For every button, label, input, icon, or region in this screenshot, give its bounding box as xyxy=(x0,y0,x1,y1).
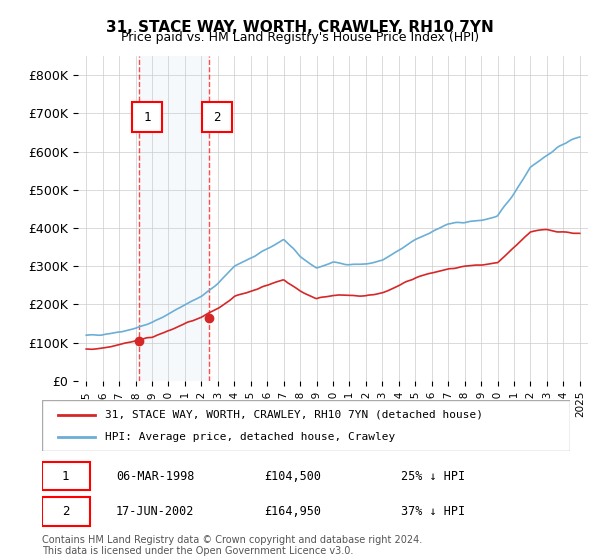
Text: £104,500: £104,500 xyxy=(264,469,321,483)
Text: 2: 2 xyxy=(214,111,221,124)
Text: Price paid vs. HM Land Registry's House Price Index (HPI): Price paid vs. HM Land Registry's House … xyxy=(121,31,479,44)
Text: 31, STACE WAY, WORTH, CRAWLEY, RH10 7YN: 31, STACE WAY, WORTH, CRAWLEY, RH10 7YN xyxy=(106,20,494,35)
FancyBboxPatch shape xyxy=(42,497,89,526)
Text: 17-JUN-2002: 17-JUN-2002 xyxy=(116,505,194,518)
Text: HPI: Average price, detached house, Crawley: HPI: Average price, detached house, Craw… xyxy=(106,432,395,442)
Bar xyxy=(139,56,209,381)
Text: 37% ↓ HPI: 37% ↓ HPI xyxy=(401,505,465,518)
Text: Contains HM Land Registry data © Crown copyright and database right 2024.
This d: Contains HM Land Registry data © Crown c… xyxy=(42,535,422,557)
FancyBboxPatch shape xyxy=(42,400,570,451)
Text: 1: 1 xyxy=(143,111,151,124)
Text: 1: 1 xyxy=(62,469,70,483)
FancyBboxPatch shape xyxy=(202,102,232,132)
Text: 2: 2 xyxy=(62,505,70,518)
FancyBboxPatch shape xyxy=(42,461,89,491)
Text: 06-MAR-1998: 06-MAR-1998 xyxy=(116,469,194,483)
FancyBboxPatch shape xyxy=(132,102,161,132)
Text: £164,950: £164,950 xyxy=(264,505,321,518)
Text: 25% ↓ HPI: 25% ↓ HPI xyxy=(401,469,465,483)
Text: 31, STACE WAY, WORTH, CRAWLEY, RH10 7YN (detached house): 31, STACE WAY, WORTH, CRAWLEY, RH10 7YN … xyxy=(106,409,484,419)
